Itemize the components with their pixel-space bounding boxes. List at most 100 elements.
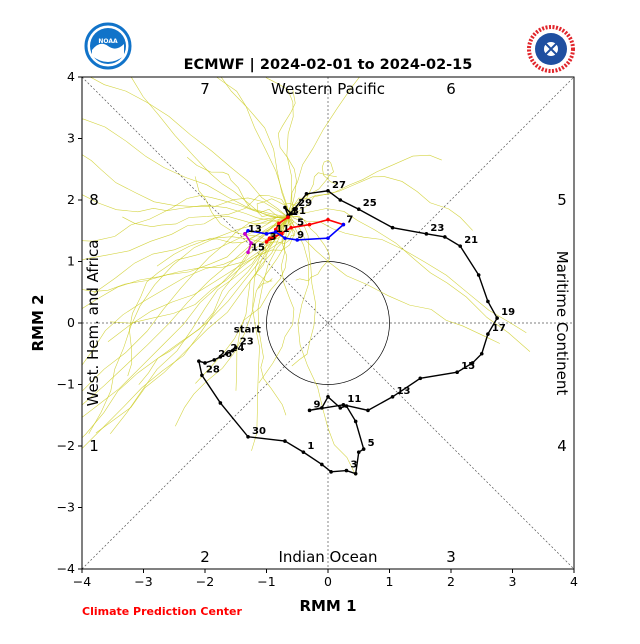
ensemble-member-line	[82, 217, 289, 439]
observed-day-label: 23	[240, 337, 254, 348]
observed-point	[470, 361, 475, 365]
forecast-week2-line-point	[326, 236, 330, 240]
ensemble-member-line	[278, 90, 297, 218]
observed-point	[458, 244, 463, 248]
forecast-week2-line-point	[264, 232, 269, 236]
ensemble-member-line	[82, 118, 289, 218]
phase-number-3: 3	[446, 548, 456, 566]
phase-number-6: 6	[446, 80, 456, 98]
observed-point	[197, 359, 201, 363]
x-tick-label: 0	[324, 574, 332, 589]
y-tick-label: −1	[57, 377, 75, 392]
ensemble-member-line	[287, 214, 317, 367]
ensemble-member-line	[82, 195, 289, 242]
ensemble-member-line	[82, 216, 289, 406]
observed-point	[218, 355, 223, 359]
chart-title: ECMWF | 2024-02-01 to 2024-02-15	[184, 57, 473, 73]
observed-point	[390, 225, 395, 230]
forecast-week1-line	[265, 216, 344, 243]
ensemble-member-line	[82, 216, 289, 292]
observed-point	[304, 192, 309, 196]
observed-day-label: 25	[363, 198, 377, 209]
observed-day-label: 15	[461, 361, 475, 372]
observed-day-label: 19	[501, 307, 515, 318]
observed-point	[326, 395, 330, 399]
forecast-week2-line	[244, 223, 344, 241]
region-label-left: West. Hem. and Africa	[84, 240, 102, 407]
ensemble-member-line	[82, 215, 289, 391]
observed-point	[200, 373, 204, 378]
forecast-day-label: 11	[276, 224, 290, 235]
svg-text:NOAA: NOAA	[98, 38, 118, 45]
phase-number-2: 2	[200, 548, 210, 566]
forecast-week2-line-point	[341, 222, 346, 227]
observed-point	[366, 408, 370, 413]
observed-day-label: 21	[464, 235, 478, 246]
observed-point	[212, 358, 217, 362]
observed-point	[320, 406, 324, 410]
y-tick-label: 0	[67, 315, 75, 330]
observed-point	[338, 406, 343, 410]
x-tick-label: −3	[134, 574, 152, 589]
phase-number-7: 7	[200, 80, 210, 98]
ensemble-member-line	[216, 77, 289, 218]
forecast-week2-line-point	[273, 230, 278, 234]
observed-point	[486, 299, 490, 304]
nws-logo-icon	[527, 25, 575, 73]
ensemble-member-line	[130, 77, 289, 218]
forecast-day-label: 9	[297, 230, 304, 241]
ensemble-member-line	[265, 77, 294, 218]
forecast-day-label: 15	[251, 242, 265, 253]
ensemble-member-line	[288, 216, 527, 333]
x-tick-label: −1	[257, 574, 275, 589]
observed-day-label: 27	[332, 180, 346, 191]
observed-point	[344, 468, 349, 473]
observed-point	[476, 273, 481, 277]
ensemble-member-line	[257, 217, 292, 416]
forecast-day-label: 5	[297, 218, 304, 229]
forecast-week1-line-point	[289, 225, 293, 230]
phase-number-5: 5	[557, 191, 567, 209]
x-tick-label: 2	[447, 574, 455, 589]
observed-point	[495, 316, 499, 320]
observed-point	[326, 188, 330, 193]
ensemble-member-line	[82, 217, 289, 449]
y-tick-label: 2	[67, 192, 75, 207]
ensemble-member-line	[88, 216, 289, 434]
observed-day-label: 13	[397, 386, 411, 397]
observed-point	[203, 361, 207, 365]
observed-point	[283, 439, 287, 443]
observed-point	[289, 211, 293, 216]
observed-point	[418, 376, 423, 381]
x-tick-label: 4	[570, 574, 578, 589]
y-tick-label: −3	[57, 500, 75, 515]
observed-point	[292, 207, 296, 212]
forecast-week1-line-point	[286, 215, 290, 220]
y-tick-label: −2	[57, 438, 75, 453]
observed-day-label: 28	[206, 364, 220, 375]
forecast-week2-line-point	[295, 238, 300, 242]
observed-point	[479, 351, 484, 356]
observed-point	[455, 370, 459, 375]
observed-point	[301, 450, 306, 454]
ensemble-member-line	[122, 195, 289, 228]
start-label: start	[234, 325, 261, 336]
observed-point	[320, 462, 324, 467]
ensemble-member-line	[287, 217, 357, 476]
observed-point	[390, 395, 395, 399]
ensemble-member-line	[287, 216, 500, 344]
forecast-tail-line-point	[246, 250, 250, 255]
ensemble-member-line	[82, 215, 289, 261]
observed-point	[353, 419, 358, 424]
ensemble-member-line	[186, 156, 289, 218]
observed-point	[230, 348, 235, 353]
ensemble-member-line	[82, 154, 289, 218]
observed-point	[356, 207, 361, 212]
observed-day-label: 3	[350, 460, 357, 471]
observed-point	[329, 470, 333, 474]
observed-day-label: 23	[430, 223, 444, 234]
observed-day-label: 26	[218, 349, 232, 360]
ensemble-member-line	[175, 217, 289, 427]
